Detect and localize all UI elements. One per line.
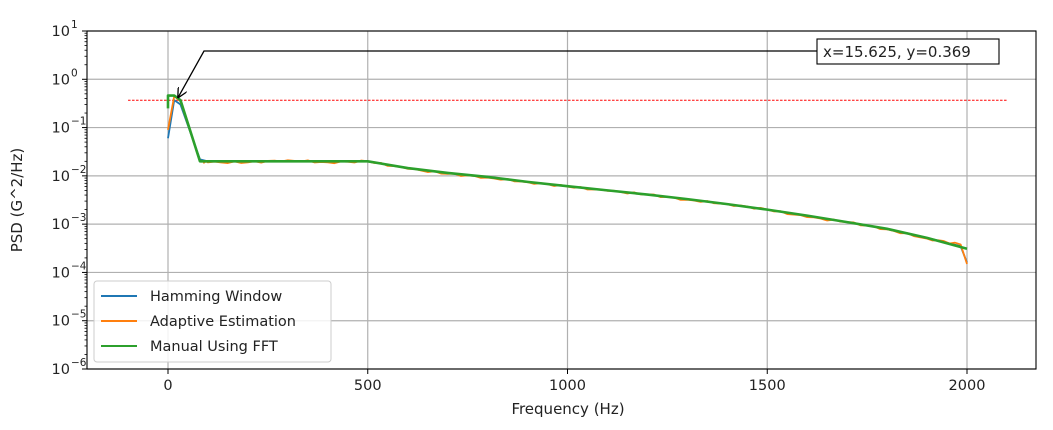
y-tick-label: 10 — [52, 72, 70, 88]
y-tick-label: 10 — [52, 217, 70, 233]
y-tick-exponent: 1 — [71, 19, 78, 31]
x-tick-label: 1500 — [749, 378, 786, 394]
y-tick-exponent: −5 — [71, 309, 86, 321]
annotation-arrow — [178, 50, 817, 97]
plot-frame — [86, 30, 1037, 370]
y-tick-exponent: −1 — [71, 116, 86, 128]
y-tick-exponent: −3 — [71, 212, 86, 224]
legend-box — [93, 280, 332, 363]
x-tick-label: 1000 — [549, 378, 586, 394]
x-tick-label: 0 — [163, 378, 172, 394]
x-axis-ticks: 0 500 1000 1500 2000 — [163, 369, 985, 394]
data-series — [166, 94, 968, 265]
y-tick-exponent: −6 — [71, 357, 87, 369]
y-tick-label: 10 — [52, 24, 70, 40]
y-tick-label: 10 — [52, 121, 70, 137]
y-tick-label: 10 — [52, 362, 70, 378]
legend: Hamming Window Adaptive Estimation Manual … — [93, 280, 332, 363]
y-tick-exponent: −2 — [71, 164, 86, 176]
legend-label: Adaptive Estimation — [150, 314, 296, 330]
y-tick-exponent: 0 — [71, 67, 78, 79]
y-tick-label: 10 — [52, 314, 70, 330]
y-tick-exponent: −4 — [71, 260, 87, 272]
x-tick-label: 500 — [354, 378, 382, 394]
annotation-text: x=15.625, y=0.369 — [823, 43, 971, 61]
x-axis-label: Frequency (Hz) — [511, 400, 624, 418]
y-tick-label: 10 — [52, 265, 70, 281]
legend-label: Hamming Window — [150, 289, 282, 305]
series-line-manual-using-fft — [166, 94, 968, 250]
x-tick-label: 2000 — [949, 378, 986, 394]
y-tick-label: 10 — [52, 169, 70, 185]
annotation: x=15.625, y=0.369 — [178, 38, 1000, 97]
annotation-box — [816, 38, 1000, 65]
legend-label: Manual Using FFT — [150, 339, 278, 355]
y-axis-label: PSD (G^2/Hz) — [8, 148, 26, 253]
